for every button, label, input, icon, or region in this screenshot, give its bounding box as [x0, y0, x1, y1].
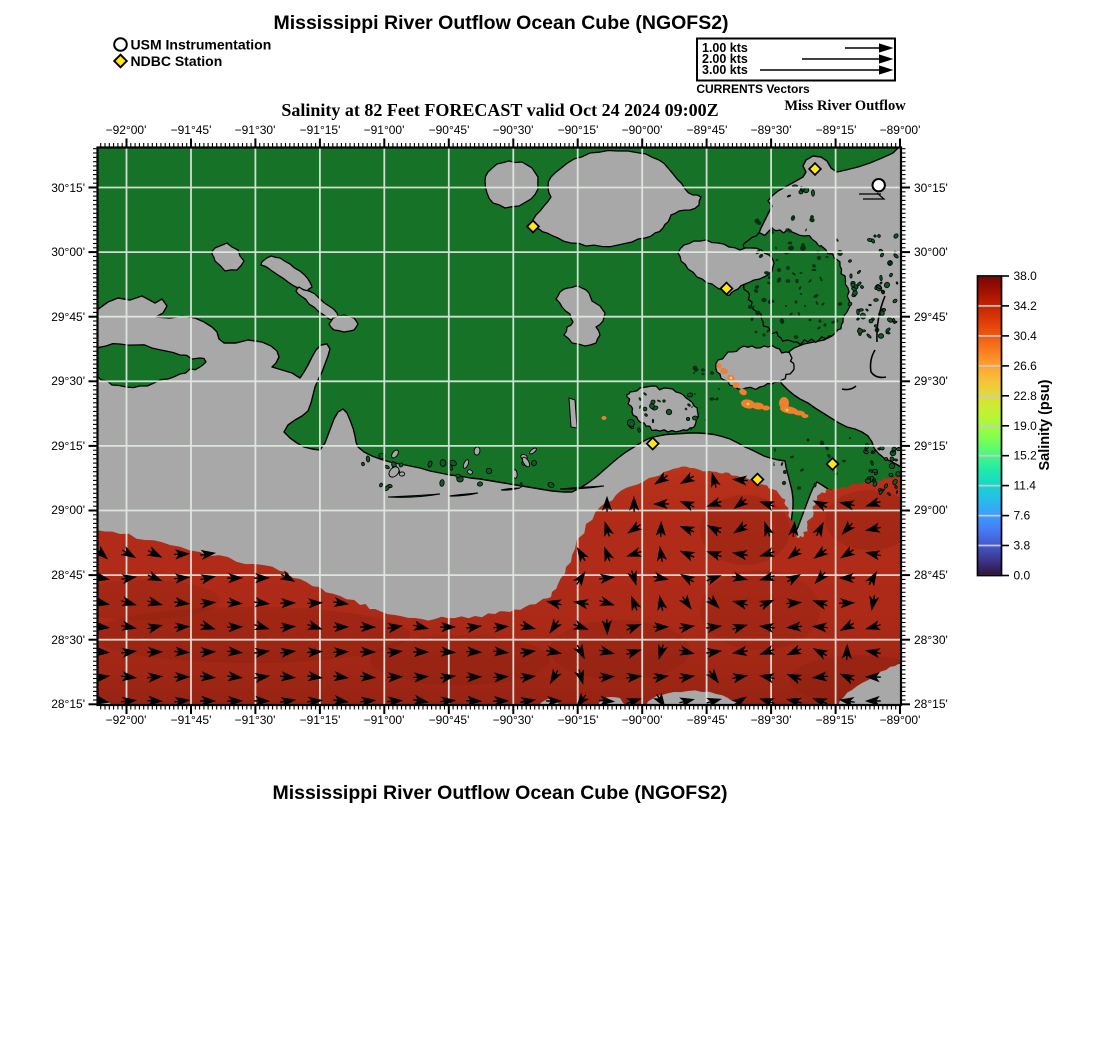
- svg-text:−89°15': −89°15': [816, 713, 857, 727]
- svg-text:30°00': 30°00': [914, 245, 948, 259]
- svg-text:28°45': 28°45': [51, 568, 85, 582]
- svg-text:−89°30': −89°30': [751, 713, 792, 727]
- svg-text:3.8: 3.8: [1014, 539, 1031, 553]
- svg-text:−89°00': −89°00': [880, 713, 921, 727]
- svg-text:38.0: 38.0: [1014, 269, 1038, 283]
- svg-text:−90°30': −90°30': [493, 713, 534, 727]
- svg-text:29°45': 29°45': [51, 310, 85, 324]
- svg-text:Salinity at 82 Feet FORECAST v: Salinity at 82 Feet FORECAST valid Oct 2…: [281, 100, 718, 120]
- svg-text:−92°00': −92°00': [106, 713, 147, 727]
- svg-text:−90°45': −90°45': [429, 123, 470, 137]
- svg-text:−89°45': −89°45': [687, 123, 728, 137]
- svg-text:−90°00': −90°00': [622, 713, 663, 727]
- svg-text:28°30': 28°30': [51, 633, 85, 647]
- svg-text:28°45': 28°45': [914, 568, 948, 582]
- svg-text:2.00 kts: 2.00 kts: [702, 52, 748, 66]
- svg-text:30°00': 30°00': [51, 245, 85, 259]
- svg-text:34.2: 34.2: [1014, 299, 1038, 313]
- svg-text:29°30': 29°30': [914, 374, 948, 388]
- svg-text:3.00 kts: 3.00 kts: [702, 63, 748, 77]
- svg-text:26.6: 26.6: [1014, 359, 1038, 373]
- svg-text:30°15': 30°15': [51, 181, 85, 195]
- svg-text:−91°15': −91°15': [300, 123, 341, 137]
- svg-text:Mississippi River Outflow Ocea: Mississippi River Outflow Ocean Cube (NG…: [273, 12, 728, 34]
- svg-text:−89°00': −89°00': [880, 123, 921, 137]
- svg-text:28°15': 28°15': [51, 697, 85, 711]
- svg-text:28°15': 28°15': [914, 697, 948, 711]
- svg-text:29°15': 29°15': [914, 439, 948, 453]
- svg-text:19.0: 19.0: [1014, 419, 1038, 433]
- svg-text:11.4: 11.4: [1014, 479, 1037, 493]
- svg-text:Mississippi River Outflow Ocea: Mississippi River Outflow Ocean Cube (NG…: [272, 782, 727, 804]
- svg-text:30°15': 30°15': [914, 181, 948, 195]
- svg-text:−91°45': −91°45': [171, 713, 212, 727]
- svg-text:−91°15': −91°15': [300, 713, 341, 727]
- svg-text:22.8: 22.8: [1014, 389, 1038, 403]
- svg-text:Miss River Outflow: Miss River Outflow: [784, 98, 906, 114]
- svg-text:USM Instrumentation: USM Instrumentation: [131, 37, 272, 53]
- svg-text:−90°15': −90°15': [558, 123, 599, 137]
- svg-text:−91°30': −91°30': [235, 713, 276, 727]
- svg-text:−91°00': −91°00': [364, 713, 405, 727]
- svg-text:−90°00': −90°00': [622, 123, 663, 137]
- svg-text:29°30': 29°30': [51, 374, 85, 388]
- svg-text:−92°00': −92°00': [106, 123, 147, 137]
- svg-text:−89°15': −89°15': [816, 123, 857, 137]
- svg-text:CURRENTS Vectors: CURRENTS Vectors: [696, 82, 810, 96]
- svg-text:−91°30': −91°30': [235, 123, 276, 137]
- svg-text:29°15': 29°15': [51, 439, 85, 453]
- svg-text:Salinity (psu): Salinity (psu): [1037, 379, 1053, 470]
- svg-text:29°45': 29°45': [914, 310, 948, 324]
- svg-text:29°00': 29°00': [51, 503, 85, 517]
- svg-text:−89°30': −89°30': [751, 123, 792, 137]
- svg-text:0.0: 0.0: [1014, 569, 1031, 583]
- svg-text:29°00': 29°00': [914, 503, 948, 517]
- svg-text:7.6: 7.6: [1014, 509, 1031, 523]
- svg-text:1.00 kts: 1.00 kts: [702, 41, 748, 55]
- svg-text:−91°00': −91°00': [364, 123, 405, 137]
- svg-text:30.4: 30.4: [1014, 329, 1038, 343]
- svg-text:NDBC Station: NDBC Station: [131, 53, 223, 69]
- svg-text:15.2: 15.2: [1014, 449, 1038, 463]
- svg-text:−90°30': −90°30': [493, 123, 534, 137]
- svg-text:−90°15': −90°15': [558, 713, 599, 727]
- svg-text:−90°45': −90°45': [429, 713, 470, 727]
- svg-text:−91°45': −91°45': [171, 123, 212, 137]
- svg-text:−89°45': −89°45': [687, 713, 728, 727]
- svg-text:28°30': 28°30': [914, 633, 948, 647]
